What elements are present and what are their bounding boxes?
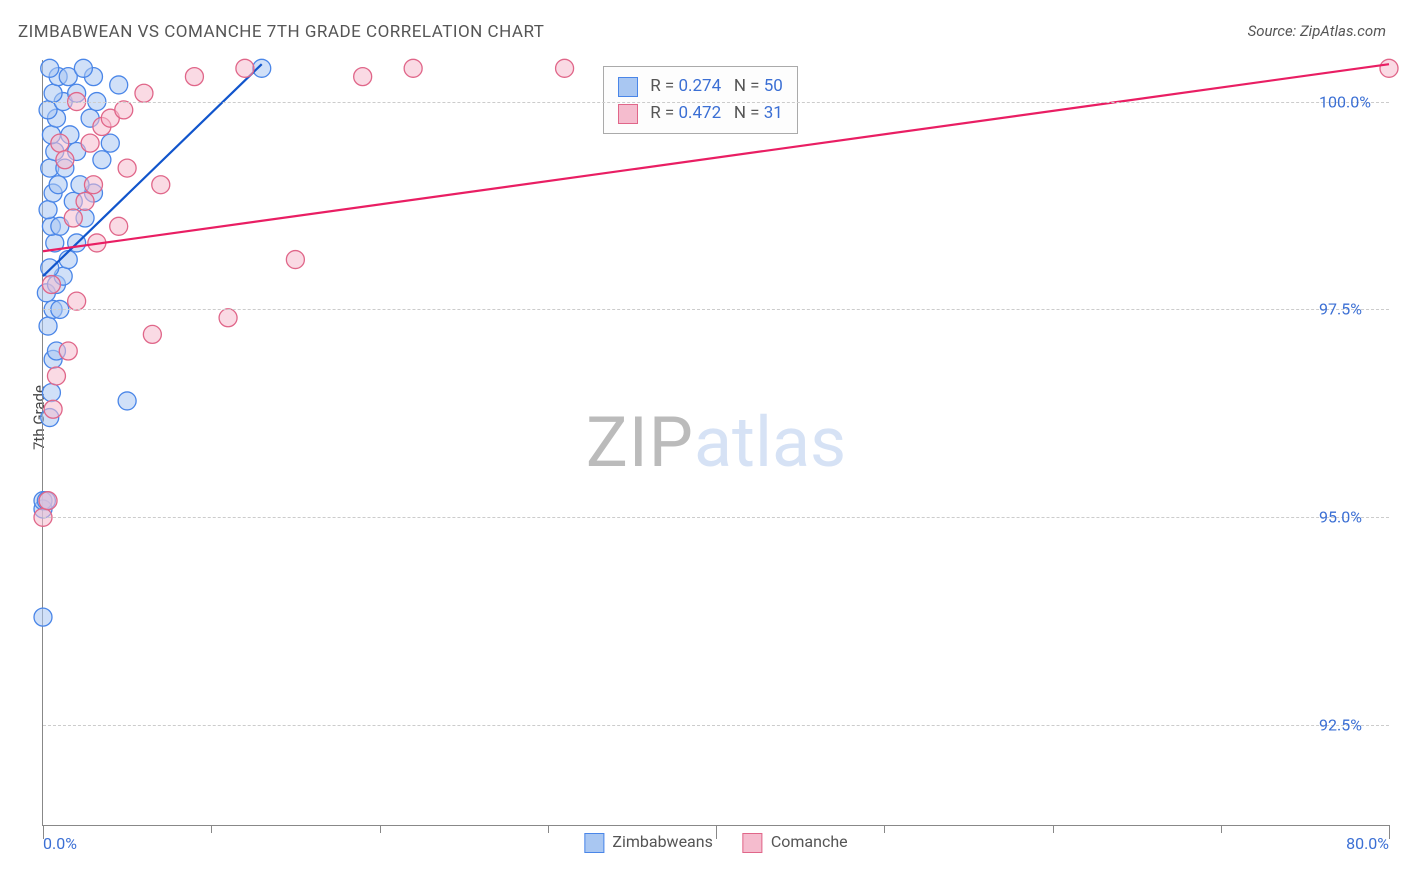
data-point xyxy=(286,251,304,269)
data-point xyxy=(39,492,57,510)
data-point xyxy=(44,84,62,102)
stats-row: R = 0.274 N = 50 xyxy=(618,73,783,100)
data-point xyxy=(93,151,111,169)
data-point xyxy=(41,259,59,277)
x-tick-minor xyxy=(548,825,549,833)
y-tick-label: 92.5% xyxy=(1319,716,1362,735)
data-point xyxy=(219,309,237,327)
data-point xyxy=(556,59,574,77)
data-point xyxy=(354,68,372,86)
y-tick-label: 100.0% xyxy=(1319,92,1371,111)
x-tick-major xyxy=(1389,825,1390,839)
data-point xyxy=(236,59,254,77)
chart-svg xyxy=(43,60,1389,825)
data-point xyxy=(76,192,94,210)
x-tick-minor xyxy=(380,825,381,833)
data-point xyxy=(44,400,62,418)
data-point xyxy=(34,608,52,626)
legend-label: Zimbabweans xyxy=(612,832,712,851)
legend-label: Comanche xyxy=(771,832,848,851)
x-tick-minor xyxy=(211,825,212,833)
legend-swatch xyxy=(584,833,604,853)
legend-item: Zimbabweans xyxy=(584,832,712,853)
y-tick-label: 97.5% xyxy=(1319,300,1362,319)
data-point xyxy=(56,151,74,169)
x-tick-major xyxy=(716,825,717,839)
data-point xyxy=(110,76,128,94)
gridline-h xyxy=(43,725,1389,726)
data-point xyxy=(404,59,422,77)
data-point xyxy=(42,276,60,294)
data-point xyxy=(59,342,77,360)
data-point xyxy=(143,325,161,343)
stats-swatch xyxy=(618,104,638,124)
x-tick-minor xyxy=(1053,825,1054,833)
legend-swatch xyxy=(743,833,763,853)
data-point xyxy=(1380,59,1398,77)
data-point xyxy=(253,59,271,77)
data-point xyxy=(118,392,136,410)
data-point xyxy=(101,134,119,152)
correlation-stats-box: R = 0.274 N = 50 R = 0.472 N = 31 xyxy=(603,66,798,134)
data-point xyxy=(110,217,128,235)
stats-swatch xyxy=(618,77,638,97)
data-point xyxy=(84,176,102,194)
data-point xyxy=(68,292,86,310)
gridline-h xyxy=(43,517,1389,518)
x-tick-minor xyxy=(884,825,885,833)
data-point xyxy=(59,251,77,269)
data-point xyxy=(118,159,136,177)
source-attribution: Source: ZipAtlas.com xyxy=(1248,22,1386,40)
x-tick-minor xyxy=(1221,825,1222,833)
chart-title: ZIMBABWEAN VS COMANCHE 7TH GRADE CORRELA… xyxy=(18,22,544,42)
data-point xyxy=(47,367,65,385)
y-tick-label: 95.0% xyxy=(1319,508,1362,527)
x-tick-label: 0.0% xyxy=(43,834,77,853)
data-point xyxy=(39,317,57,335)
data-point xyxy=(135,84,153,102)
legend-item: Comanche xyxy=(743,832,848,853)
data-point xyxy=(41,59,59,77)
data-point xyxy=(49,176,67,194)
stats-text: R = 0.472 N = 31 xyxy=(646,103,783,123)
data-point xyxy=(51,134,69,152)
data-point xyxy=(74,59,92,77)
data-point xyxy=(81,134,99,152)
plot-area: ZIPatlas R = 0.274 N = 50 R = 0.472 N = … xyxy=(42,60,1389,826)
data-point xyxy=(185,68,203,86)
data-point xyxy=(42,384,60,402)
data-point xyxy=(39,201,57,219)
data-point xyxy=(64,209,82,227)
data-point xyxy=(152,176,170,194)
x-tick-label: 80.0% xyxy=(1346,834,1389,853)
stats-row: R = 0.472 N = 31 xyxy=(618,100,783,127)
gridline-h xyxy=(43,309,1389,310)
gridline-h xyxy=(43,102,1389,103)
data-point xyxy=(115,101,133,119)
stats-text: R = 0.274 N = 50 xyxy=(646,76,783,96)
